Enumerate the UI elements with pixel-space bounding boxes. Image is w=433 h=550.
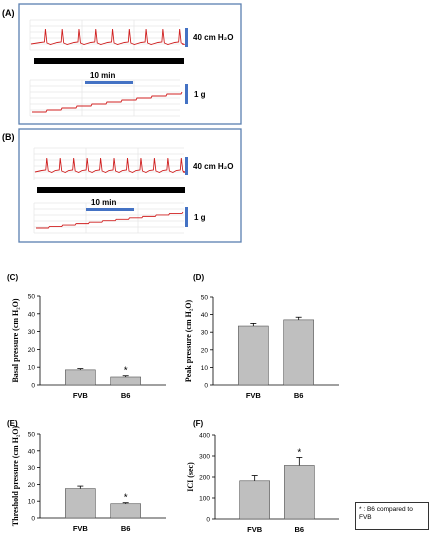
pressure-grid-b (33, 147, 184, 180)
stimulus-bar-a (34, 58, 184, 64)
panel-frame-b (18, 128, 242, 243)
y-tick-label: 10 (28, 499, 36, 506)
y-tick-label: 0 (206, 517, 210, 524)
bar-b6 (284, 465, 315, 520)
x-tick-label: B6 (121, 391, 131, 400)
trace-panel-b: (B) 40 cm H₂O 10 min 1 g (2, 128, 242, 243)
pressure-grid-a (29, 19, 180, 51)
panel-label-b: (B) (2, 132, 15, 142)
y-tick-label: 50 (201, 295, 209, 302)
pressure-trace-a (30, 28, 185, 45)
weight-scale-label-a: 1 g (194, 90, 206, 99)
y-tick-label: 0 (31, 383, 35, 390)
y-tick-label: 0 (31, 516, 35, 523)
footnote-box: * : B6 compared to FVB (355, 502, 429, 530)
panel-label-a: (A) (2, 8, 15, 18)
y-axis-label: Basal pressure (cm H₂O) (11, 298, 20, 382)
trace-panel-a: (A) 40 cm H₂O 10 min 1 g (2, 3, 242, 125)
y-tick-label: 10 (201, 365, 209, 372)
bar-fvb (65, 488, 96, 519)
x-tick-label: B6 (121, 524, 131, 533)
bar-fvb (238, 325, 269, 386)
weight-grid-a (29, 79, 180, 117)
y-tick-label: 100 (199, 496, 210, 503)
pressure-scale-bar-a (185, 28, 188, 47)
bar-chart-d: (D) 0 10 20 30 40 50 Peak pressure (cm H₂O) FVB B… (184, 273, 339, 400)
weight-trace-a (32, 91, 183, 113)
bar-fvb (65, 369, 96, 386)
y-tick-label: 40 (201, 312, 209, 319)
significance-marker: * (124, 493, 128, 504)
x-tick-label: FVB (247, 525, 263, 534)
bar-charts: (C) 0 10 20 30 40 50 Basal pressure (cm H₂O) FVB… (7, 273, 339, 534)
pressure-scale-label-b: 40 cm H₂O (193, 162, 233, 171)
y-tick-label: 300 (199, 454, 210, 461)
y-axis-label: Peak pressure (cm H₂O) (184, 300, 193, 383)
x-tick-label: FVB (246, 391, 262, 400)
panel-label-e: (E) (7, 419, 18, 428)
y-tick-label: 20 (28, 482, 36, 489)
y-axis-label: Threshold pressure (cm H₂O) (11, 425, 20, 526)
x-tick-label: B6 (294, 391, 304, 400)
y-tick-label: 200 (199, 475, 210, 482)
time-scale-bar-a (85, 81, 133, 84)
pressure-trace-b (34, 157, 187, 174)
footnote-text: * : B6 compared to FVB (359, 506, 413, 521)
time-scale-bar-b (86, 208, 134, 211)
panel-label-c: (C) (7, 273, 18, 282)
y-tick-label: 20 (28, 347, 36, 354)
y-tick-label: 400 (199, 433, 210, 440)
weight-trace-b (36, 211, 184, 229)
significance-marker: * (124, 366, 128, 377)
bar-b6 (110, 376, 141, 386)
bar-chart-f: (F) 0 100 200 300 400 ICI (sec) FVB * B6 (186, 419, 339, 534)
y-tick-label: 10 (28, 365, 36, 372)
bar-b6 (283, 319, 314, 386)
y-axis-label: ICI (sec) (186, 462, 195, 492)
bar-chart-e: (E) 0 10 20 30 40 50 Threshold pressure (cm H₂O… (7, 419, 166, 533)
y-tick-label: 30 (28, 329, 36, 336)
pressure-scale-bar-b (185, 157, 188, 175)
weight-scale-label-b: 1 g (194, 213, 206, 222)
panel-label-d: (D) (193, 273, 204, 282)
y-tick-label: 50 (28, 432, 36, 439)
x-tick-label: B6 (295, 525, 305, 534)
time-scale-label-b: 10 min (91, 198, 116, 207)
panel-label-f: (F) (193, 419, 204, 428)
bar-chart-c: (C) 0 10 20 30 40 50 Basal pressure (cm H₂O) FVB… (7, 273, 166, 400)
x-tick-label: FVB (73, 391, 89, 400)
y-tick-label: 20 (201, 347, 209, 354)
weight-scale-bar-b (185, 207, 188, 227)
stimulus-bar-b (37, 187, 185, 193)
y-tick-label: 0 (204, 383, 208, 390)
y-tick-label: 40 (28, 448, 36, 455)
y-tick-label: 30 (28, 465, 36, 472)
y-tick-label: 30 (201, 330, 209, 337)
bar-fvb (239, 480, 270, 520)
time-scale-label-a: 10 min (90, 71, 115, 80)
weight-scale-bar-a (185, 84, 188, 104)
bar-b6 (110, 503, 141, 519)
y-tick-label: 50 (28, 294, 36, 301)
significance-marker: * (297, 447, 301, 458)
y-tick-label: 40 (28, 311, 36, 318)
pressure-scale-label-a: 40 cm H₂O (193, 33, 233, 42)
x-tick-label: FVB (73, 524, 89, 533)
